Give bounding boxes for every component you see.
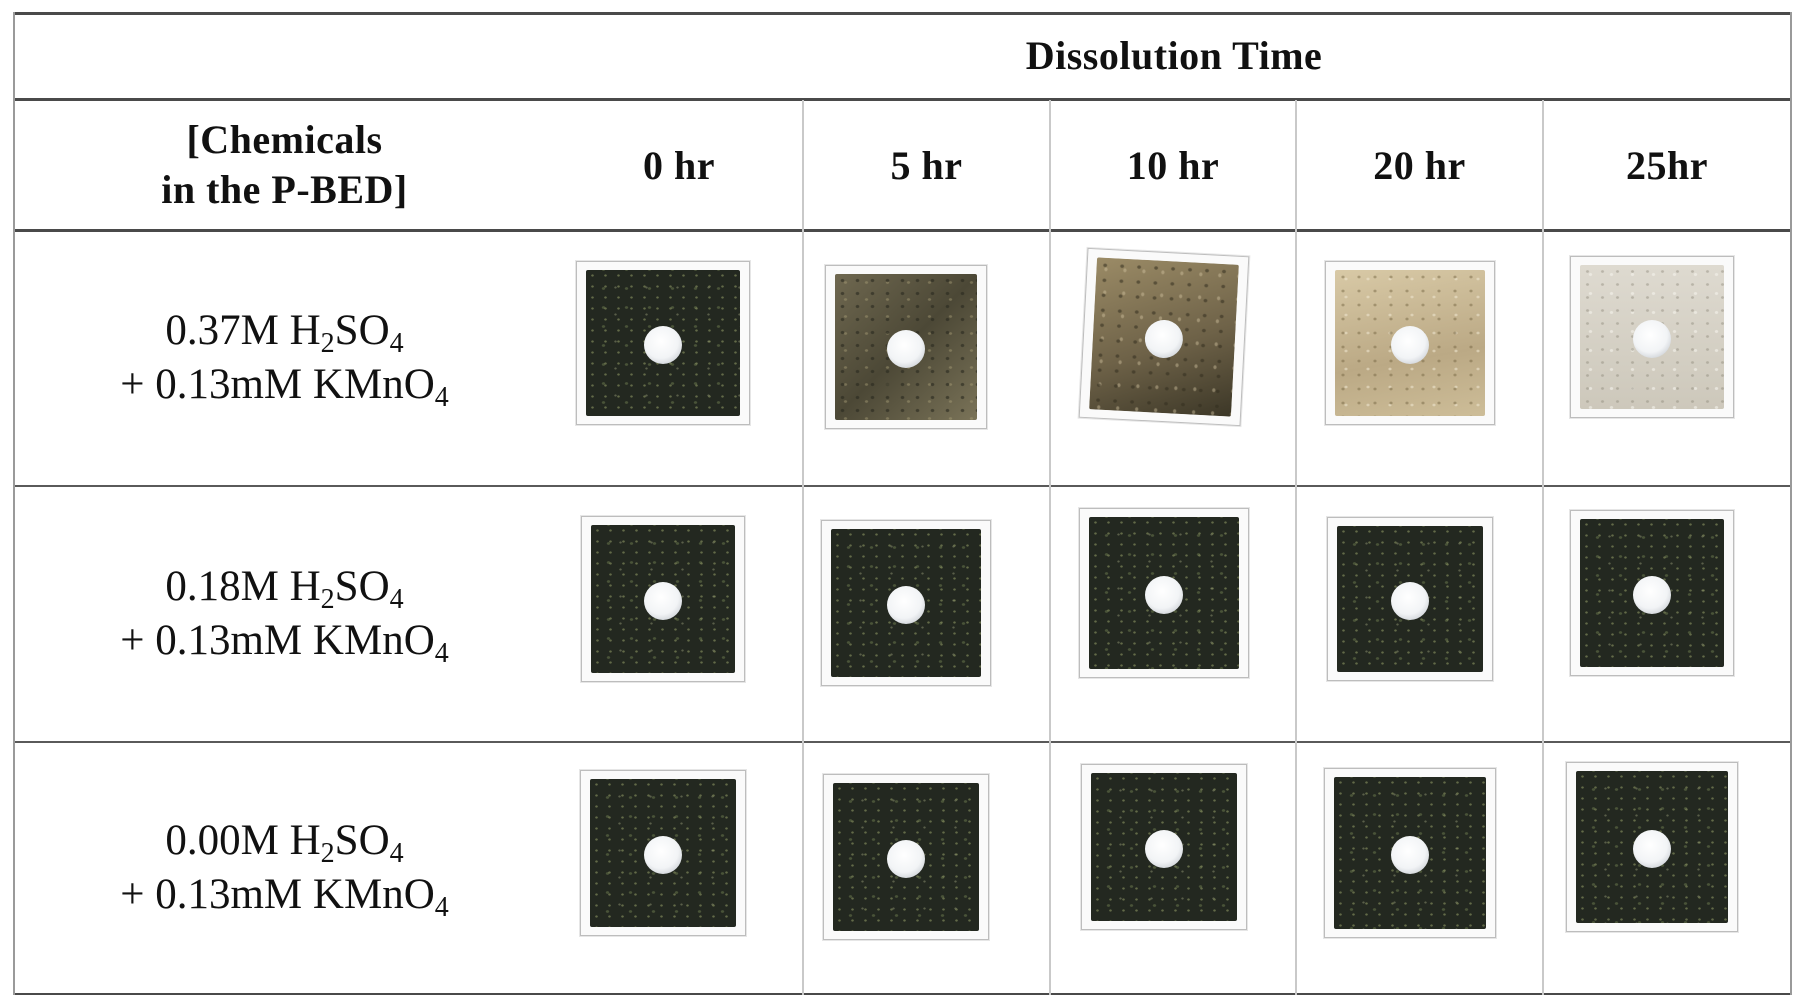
plate-hole — [1633, 576, 1671, 614]
plate-hole — [887, 586, 925, 624]
chemicals-header-line2: in the P-BED] — [161, 167, 408, 212]
plate-hole — [1391, 326, 1429, 364]
col-divider — [802, 100, 804, 995]
plate-photo-row3-25hr — [1566, 762, 1738, 932]
plate-photo-row2-5hr — [821, 520, 991, 686]
col-divider — [1295, 100, 1297, 995]
time-header-20hr: 20 hr — [1373, 142, 1466, 188]
plate-photo-row1-10hr — [1078, 247, 1250, 427]
row-label-018M: 0.18M H2SO4 + 0.13mM KMnO4 — [13, 487, 556, 741]
left-edge — [13, 12, 15, 995]
top-rule — [13, 12, 1792, 15]
plate-hole — [887, 330, 925, 368]
plate-hole — [1143, 319, 1184, 359]
plate-photo-row1-5hr — [825, 265, 987, 429]
subheader-rule — [13, 229, 1792, 232]
metal-plate — [1576, 771, 1728, 923]
row-label-line2: + 0.13mM KMnO4 — [120, 617, 449, 669]
plate-photo-row1-0hr — [576, 261, 750, 425]
plate-photo-row2-0hr — [581, 516, 745, 682]
plate-hole — [644, 836, 682, 874]
plate-photo-row1-25hr — [1570, 256, 1734, 418]
row-label-line1: 0.00M H2SO4 — [165, 817, 404, 869]
plate-photo-row3-0hr — [580, 770, 746, 936]
plate-photo-row2-20hr — [1327, 517, 1493, 681]
bottom-rule — [13, 993, 1792, 995]
metal-plate — [835, 274, 977, 420]
time-header-0hr: 0 hr — [643, 142, 715, 188]
plate-hole — [1391, 836, 1429, 874]
header-rule — [13, 98, 1792, 101]
metal-plate — [1580, 519, 1724, 667]
plate-hole — [1633, 320, 1671, 358]
metal-plate — [1089, 517, 1239, 669]
row-label-000M: 0.00M H2SO4 + 0.13mM KMnO4 — [13, 743, 556, 993]
col-divider — [1049, 100, 1051, 995]
metal-plate — [831, 529, 981, 677]
time-header-25hr: 25hr — [1626, 142, 1708, 188]
metal-plate — [1334, 777, 1486, 929]
row-label-037M: 0.37M H2SO4 + 0.13mM KMnO4 — [13, 231, 556, 485]
metal-plate — [1580, 265, 1724, 409]
chemicals-column-header: [Chemicals in the P-BED] — [13, 101, 556, 229]
dissolution-time-header: Dissolution Time — [1025, 32, 1323, 78]
metal-plate — [1335, 270, 1485, 416]
plate-hole — [1145, 830, 1183, 868]
plate-photo-row3-10hr — [1081, 764, 1247, 930]
metal-plate — [1089, 257, 1239, 417]
time-header-10hr: 10 hr — [1126, 142, 1220, 188]
row1-rule — [13, 485, 1792, 487]
time-header-5hr: 5 hr — [890, 142, 963, 188]
plate-photo-row3-20hr — [1324, 768, 1496, 938]
plate-hole — [644, 326, 682, 364]
dissolution-table: Dissolution Time [Chemicals in the P-BED… — [13, 12, 1792, 995]
metal-plate — [1337, 526, 1483, 672]
plate-hole — [1633, 830, 1671, 868]
metal-plate — [1091, 773, 1237, 921]
col-divider — [1542, 100, 1544, 995]
plate-hole — [887, 840, 925, 878]
plate-hole — [1391, 582, 1429, 620]
row-label-line2: + 0.13mM KMnO4 — [120, 361, 449, 413]
chemicals-header-line1: [Chemicals — [186, 117, 383, 162]
metal-plate — [586, 270, 740, 416]
metal-plate — [833, 783, 979, 931]
plate-photo-row2-10hr — [1079, 508, 1249, 678]
row-label-line1: 0.18M H2SO4 — [165, 563, 404, 615]
row2-rule — [13, 741, 1792, 743]
row-label-line2: + 0.13mM KMnO4 — [120, 871, 449, 923]
right-edge — [1790, 12, 1792, 995]
plate-photo-row3-5hr — [823, 774, 989, 940]
row-label-line1: 0.37M H2SO4 — [165, 307, 404, 359]
metal-plate — [591, 525, 735, 673]
plate-hole — [644, 582, 682, 620]
metal-plate — [590, 779, 736, 927]
plate-photo-row2-25hr — [1570, 510, 1734, 676]
plate-photo-row1-20hr — [1325, 261, 1495, 425]
plate-hole — [1145, 576, 1183, 614]
